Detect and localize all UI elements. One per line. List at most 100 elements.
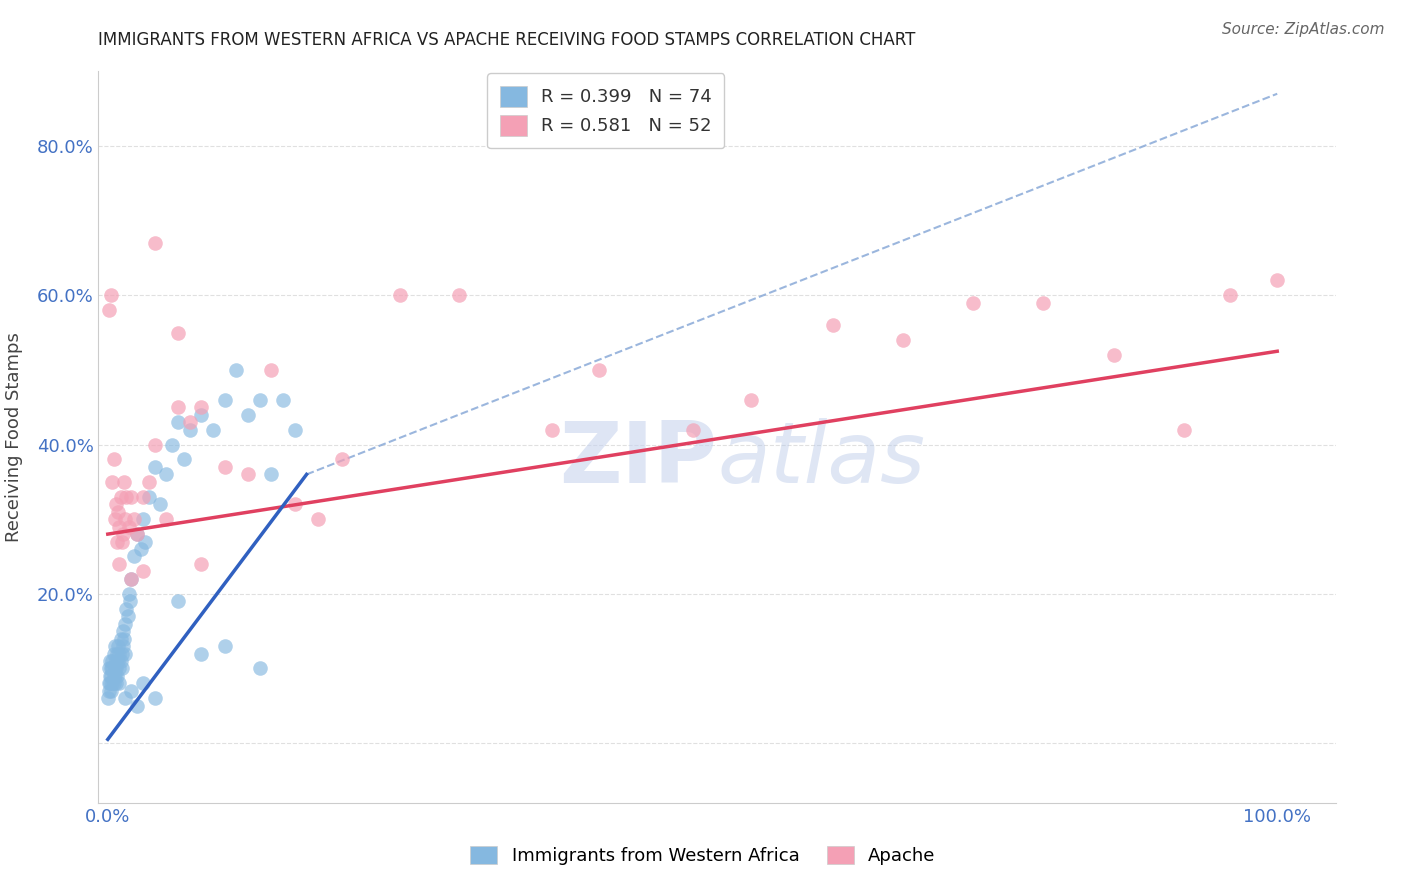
Point [132,512,155,526]
Point [114,691,136,706]
Point [97,691,120,706]
Point [179,423,201,437]
Point [330,452,353,467]
Point [260,363,283,377]
Point [97,303,120,318]
Point [190,408,212,422]
Point [588,363,610,377]
Point [132,676,155,690]
Point [125,527,148,541]
Point [284,423,307,437]
Point [682,423,704,437]
Point [111,647,134,661]
Point [114,512,136,526]
Point [120,683,142,698]
Point [155,512,177,526]
Text: Source: ZipAtlas.com: Source: ZipAtlas.com [1222,22,1385,37]
Point [100,661,122,675]
Point [107,505,129,519]
Point [122,512,145,526]
Point [104,512,127,526]
Legend: R = 0.399   N = 74, R = 0.581   N = 52: R = 0.399 N = 74, R = 0.581 N = 52 [486,73,724,148]
Point [105,534,128,549]
Point [105,669,128,683]
Point [101,654,124,668]
Point [118,587,141,601]
Point [1219,288,1241,302]
Text: IMMIGRANTS FROM WESTERN AFRICA VS APACHE RECEIVING FOOD STAMPS CORRELATION CHART: IMMIGRANTS FROM WESTERN AFRICA VS APACHE… [98,31,915,49]
Point [108,557,131,571]
Point [111,639,134,653]
Point [1265,273,1288,287]
Point [132,565,155,579]
Point [103,647,125,661]
Point [167,415,190,429]
Point [104,661,127,675]
Point [120,572,142,586]
Point [115,601,138,615]
Point [103,452,125,467]
Point [249,661,271,675]
Point [112,632,135,646]
Point [110,654,132,668]
Point [132,490,155,504]
Point [101,661,124,675]
Point [214,392,236,407]
Point [97,661,120,675]
Point [202,423,225,437]
Point [167,326,190,340]
Point [101,475,124,489]
Point [173,452,195,467]
Point [104,654,127,668]
Point [143,459,166,474]
Point [108,519,131,533]
Point [125,527,148,541]
Point [111,624,134,639]
Point [541,423,564,437]
Point [821,318,844,332]
Point [108,661,131,675]
Point [104,497,127,511]
Point [190,401,212,415]
Point [138,475,160,489]
Point [143,437,166,451]
Y-axis label: Receiving Food Stamps: Receiving Food Stamps [4,332,22,542]
Legend: Immigrants from Western Africa, Apache: Immigrants from Western Africa, Apache [461,837,945,874]
Point [138,490,160,504]
Point [103,676,125,690]
Point [125,698,148,713]
Point [105,647,128,661]
Point [1173,423,1195,437]
Point [129,542,152,557]
Point [104,669,127,683]
Point [104,639,127,653]
Point [236,408,259,422]
Point [118,519,141,533]
Point [214,639,236,653]
Point [111,527,134,541]
Point [114,616,136,631]
Point [214,459,236,474]
Point [108,676,131,690]
Point [160,437,183,451]
Point [98,676,121,690]
Point [110,490,132,504]
Point [114,647,136,661]
Point [155,467,177,482]
Point [111,661,134,675]
Point [100,288,122,302]
Point [740,392,762,407]
Point [1102,348,1125,362]
Point [447,288,470,302]
Point [260,467,283,482]
Point [249,392,271,407]
Point [103,669,125,683]
Point [98,654,121,668]
Point [167,594,190,608]
Point [1032,295,1054,310]
Point [107,654,129,668]
Text: atlas: atlas [717,417,925,500]
Point [190,557,212,571]
Point [307,512,329,526]
Point [962,295,984,310]
